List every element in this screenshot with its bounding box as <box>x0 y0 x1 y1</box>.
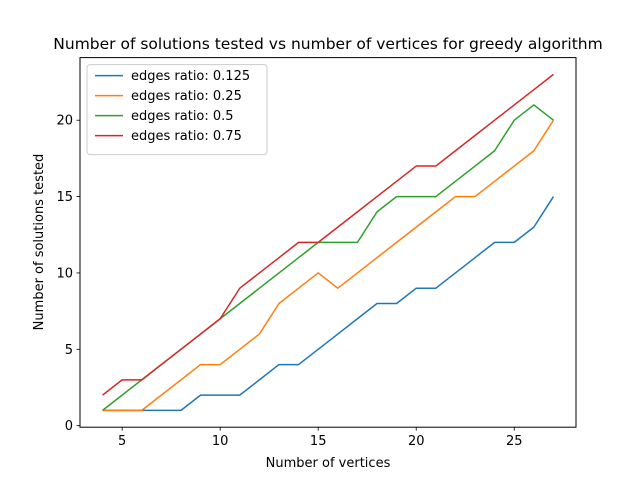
x-tick-label-2: 15 <box>310 434 327 449</box>
plot-area <box>102 73 555 412</box>
chart-title: Number of solutions tested vs number of … <box>53 35 602 53</box>
y-tick-label-1: 5 <box>65 343 73 358</box>
legend-entry-1: edges ratio: 0.25 <box>131 89 242 104</box>
x-tick-label-3: 20 <box>408 434 425 449</box>
legend-entry-2: edges ratio: 0.5 <box>131 109 234 124</box>
x-axis: 5 10 15 20 25 <box>118 427 523 449</box>
legend-entry-3: edges ratio: 0.75 <box>131 129 242 144</box>
y-axis-label: Number of solutions tested <box>32 154 47 331</box>
y-tick-label-2: 10 <box>56 266 73 281</box>
y-tick-label-0: 0 <box>65 419 73 434</box>
y-tick-label-4: 20 <box>56 114 73 129</box>
series-line-3 <box>102 73 554 396</box>
plot-frame <box>79 57 577 428</box>
x-tick-label-1: 10 <box>212 434 229 449</box>
legend-entry-0: edges ratio: 0.125 <box>131 69 250 84</box>
y-tick-label-3: 15 <box>56 190 73 205</box>
legend-box <box>86 64 268 156</box>
y-axis: 0 5 10 15 20 <box>56 114 80 434</box>
x-tick-label-0: 5 <box>118 434 126 449</box>
x-tick-label-4: 25 <box>506 434 523 449</box>
legend: edges ratio: 0.125 edges ratio: 0.25 edges… <box>86 64 268 156</box>
series-line-0 <box>102 196 555 412</box>
series-line-1 <box>102 119 555 412</box>
x-axis-label: Number of vertices <box>266 456 391 471</box>
